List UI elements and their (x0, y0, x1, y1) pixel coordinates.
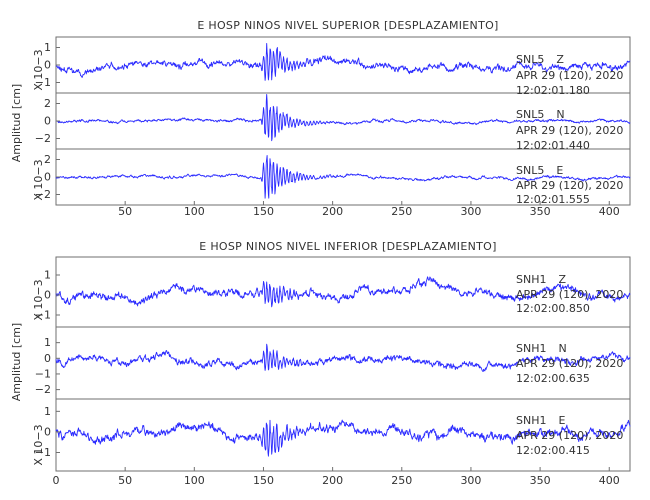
y-tick-label: −2 (35, 383, 51, 396)
x-tick-label: 200 (322, 205, 343, 218)
trace-group (55, 42, 631, 199)
station-label: SNH1 Z (516, 273, 566, 286)
waveform-trace (55, 42, 631, 81)
date-label: APR 29 (120), 2020 (516, 179, 623, 192)
y-tick-label: 2 (44, 97, 51, 110)
waveform-trace (55, 343, 631, 372)
x-tick-label: 0 (53, 474, 60, 487)
x-tick-group: 50 100 150 200 250 300 350 400 (118, 201, 620, 218)
y-tick-label: −1 (35, 76, 51, 89)
x-tick-label: 350 (530, 474, 551, 487)
date-label: APR 29 (120), 2020 (516, 288, 623, 301)
y-tick-label: 1 (44, 336, 51, 349)
panel-title: E HOSP NINOS NIVEL INFERIOR [DESPLAZAMIE… (199, 240, 496, 253)
y-tick-label: 1 (44, 269, 51, 282)
x-tick-label: 400 (599, 205, 620, 218)
station-label: SNL5 N (516, 108, 565, 121)
channel-annotation: SNL5 N APR 29 (120), 2020 12:02:01.440 (516, 108, 623, 152)
x-tick-label: 250 (391, 205, 412, 218)
waveform-trace (55, 93, 631, 142)
y-tick-label: −1 (35, 367, 51, 380)
x-tick-label: 150 (253, 474, 274, 487)
time-label: 12:02:01.440 (516, 139, 590, 152)
y-exponent-label: X 10−3 (32, 279, 45, 320)
date-label: APR 29 (120), 2020 (516, 429, 623, 442)
y-tick-label: 0 (44, 425, 51, 438)
y-exponent-label: X 10−3 (32, 49, 45, 90)
time-label: 12:02:00.415 (516, 444, 590, 457)
y-tick-group: 1 0 −1 2 0 −2 2 0 −2 (35, 41, 60, 201)
y-tick-label: 2 (44, 153, 51, 166)
time-label: 12:02:01.555 (516, 193, 590, 206)
y-tick-label: 1 (44, 405, 51, 418)
time-label: 12:02:00.635 (516, 372, 590, 385)
station-label: SNH1 E (516, 414, 565, 427)
x-tick-label: 150 (253, 205, 274, 218)
channel-annotation: SNH1 N APR 29 (120), 2020 12:02:00.635 (516, 342, 623, 385)
x-tick-group: 0 50 100 150 200 250 300 350 400 (53, 467, 620, 487)
x-tick-label: 300 (460, 205, 481, 218)
y-axis-label: Amplitud [cm] (10, 84, 23, 162)
x-tick-label: 400 (599, 474, 620, 487)
x-tick-label: 250 (391, 474, 412, 487)
y-tick-label: −1 (35, 446, 51, 459)
y-exponent-label: X 10−3 (32, 159, 45, 200)
y-tick-label: 0 (44, 289, 51, 302)
panel-title: E HOSP NINOS NIVEL SUPERIOR [DESPLAZAMIE… (197, 19, 498, 32)
waveform-trace (55, 155, 631, 199)
station-label: SNL5 Z (516, 53, 564, 66)
x-tick-label: 200 (322, 474, 343, 487)
date-label: APR 29 (120), 2020 (516, 357, 623, 370)
panel-upper-level: E HOSP NINOS NIVEL SUPERIOR [DESPLAZAMIE… (10, 19, 631, 218)
y-tick-label: 0 (44, 352, 51, 365)
station-label: SNL5 E (516, 164, 563, 177)
y-tick-label: −2 (35, 188, 51, 201)
trace-group (55, 276, 631, 457)
channel-annotation: SNH1 E APR 29 (120), 2020 12:02:00.415 (516, 414, 623, 457)
y-axis-label: Amplitud [cm] (10, 323, 23, 401)
y-tick-label: −2 (35, 132, 51, 145)
x-tick-label: 100 (184, 205, 205, 218)
y-tick-label: 0 (44, 115, 51, 128)
waveform-trace (55, 419, 631, 457)
channel-annotation: SNL5 Z APR 29 (120), 2020 12:02:01.180 (516, 53, 623, 97)
x-tick-label: 300 (460, 474, 481, 487)
y-tick-group: 1 0 −1 1 0 −1 −2 1 0 −1 (35, 269, 60, 459)
plot-frame (55, 256, 631, 472)
x-tick-label: 50 (118, 205, 132, 218)
y-exponent-label: X 10−3 (32, 424, 45, 465)
y-tick-label: −1 (35, 309, 51, 322)
x-tick-label: 100 (184, 474, 205, 487)
time-label: 12:02:01.180 (516, 84, 590, 97)
y-tick-label: 0 (44, 171, 51, 184)
station-label: SNH1 N (516, 342, 567, 355)
x-tick-label: 350 (530, 205, 551, 218)
time-label: 12:02:00.850 (516, 302, 590, 315)
x-tick-label: 50 (118, 474, 132, 487)
y-tick-label: 1 (44, 41, 51, 54)
channel-annotation: SNH1 Z APR 29 (120), 2020 12:02:00.850 (516, 273, 623, 315)
panel-frame (55, 256, 631, 472)
y-tick-label: 0 (44, 59, 51, 72)
channel-annotation: SNL5 E APR 29 (120), 2020 12:02:01.555 (516, 164, 623, 206)
waveform-trace (55, 276, 631, 308)
date-label: APR 29 (120), 2020 (516, 69, 623, 82)
panel-lower-level: E HOSP NINOS NIVEL INFERIOR [DESPLAZAMIE… (10, 240, 631, 487)
date-label: APR 29 (120), 2020 (516, 124, 623, 137)
